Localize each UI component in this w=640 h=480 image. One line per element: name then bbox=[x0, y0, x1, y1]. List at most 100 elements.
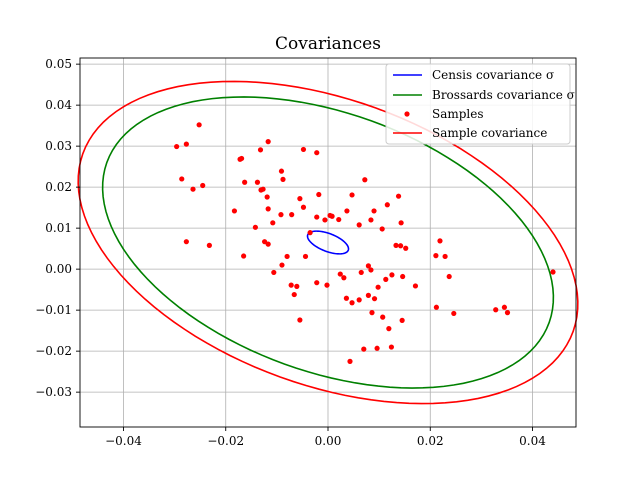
y-tick-label: 0.00 bbox=[45, 262, 72, 276]
sample-point bbox=[393, 242, 399, 248]
x-tick-label: 0.00 bbox=[315, 434, 342, 448]
sample-point bbox=[368, 217, 374, 223]
sample-point bbox=[349, 300, 355, 306]
legend-box bbox=[385, 63, 571, 145]
sample-point bbox=[383, 276, 389, 282]
sample-point bbox=[258, 187, 264, 193]
y-tick-label: 0.02 bbox=[45, 180, 72, 194]
sample-point bbox=[265, 206, 271, 212]
sample-point bbox=[300, 204, 307, 210]
sample-point bbox=[280, 176, 286, 182]
sample-point bbox=[399, 317, 405, 323]
sample-point bbox=[327, 212, 333, 219]
sample-point bbox=[361, 346, 367, 352]
sample-point bbox=[206, 242, 212, 248]
sample-point bbox=[257, 147, 264, 153]
sample-point bbox=[356, 222, 362, 228]
legend-marker-samples bbox=[404, 111, 410, 117]
sample-point bbox=[284, 253, 290, 260]
x-tick-label: −0.02 bbox=[207, 434, 244, 448]
sample-point bbox=[398, 220, 404, 226]
x-tick-label: 0.04 bbox=[519, 434, 546, 448]
sample-point bbox=[349, 192, 355, 198]
sample-point bbox=[374, 345, 380, 351]
sample-point bbox=[324, 282, 330, 288]
sample-point bbox=[368, 267, 374, 273]
axis-ticks: −0.04 −0.02 0.00 0.02 0.04 −0.03 −0.02 −0.01 0.0… bbox=[35, 57, 546, 448]
sample-point bbox=[242, 179, 248, 185]
sample-point bbox=[412, 283, 419, 289]
sample-point bbox=[278, 168, 285, 174]
sample-point bbox=[302, 253, 309, 260]
sample-point bbox=[294, 283, 300, 289]
sample-point bbox=[371, 296, 378, 302]
sample-point bbox=[504, 310, 511, 316]
sample-point bbox=[254, 179, 261, 185]
sample-point bbox=[446, 273, 452, 280]
sample-point bbox=[386, 326, 392, 332]
sample-point bbox=[403, 245, 409, 251]
sample-point bbox=[344, 208, 350, 214]
legend: Censis covariance σ Brossards covariance… bbox=[385, 63, 575, 145]
sample-point bbox=[297, 317, 303, 323]
sample-covariance-ellipse bbox=[77, 80, 579, 405]
sample-point bbox=[265, 241, 271, 247]
sample-point bbox=[291, 291, 297, 298]
sample-point bbox=[270, 220, 276, 226]
sample-point bbox=[550, 269, 556, 275]
x-tick-label: −0.04 bbox=[105, 434, 142, 448]
sample-point bbox=[347, 358, 353, 364]
x-tick-label: 0.02 bbox=[417, 434, 444, 448]
y-tick-label: 0.05 bbox=[45, 57, 72, 71]
sample-point bbox=[196, 122, 202, 128]
sample-point bbox=[252, 224, 258, 230]
sample-point bbox=[278, 212, 284, 218]
sample-point bbox=[362, 177, 368, 183]
sample-point bbox=[384, 202, 390, 208]
sample-point bbox=[264, 194, 270, 200]
sample-point bbox=[337, 271, 343, 277]
sample-point bbox=[316, 191, 322, 198]
sample-point bbox=[451, 310, 457, 317]
sample-point bbox=[314, 150, 320, 156]
y-tick-label: 0.04 bbox=[45, 98, 72, 112]
sample-point bbox=[341, 275, 347, 281]
sample-point bbox=[388, 344, 395, 350]
sample-point bbox=[501, 304, 508, 310]
sample-point bbox=[322, 217, 328, 223]
sample-point bbox=[297, 196, 303, 202]
y-tick-label: −0.03 bbox=[35, 385, 72, 399]
sample-point bbox=[190, 186, 196, 192]
sample-point bbox=[183, 239, 189, 245]
sample-point bbox=[241, 253, 247, 259]
sample-point bbox=[174, 143, 180, 150]
legend-label-censis: Censis covariance σ bbox=[432, 68, 554, 82]
legend-label-brossards: Brossards covariance σ bbox=[432, 88, 575, 102]
sample-point bbox=[265, 139, 271, 145]
sample-point bbox=[300, 146, 307, 153]
sample-point bbox=[238, 155, 245, 162]
sample-point bbox=[380, 314, 386, 320]
sample-point bbox=[358, 269, 364, 276]
sample-point bbox=[183, 141, 189, 147]
sample-point bbox=[442, 253, 448, 260]
sample-points bbox=[174, 122, 556, 364]
sample-point bbox=[314, 280, 320, 286]
sample-point bbox=[493, 307, 499, 313]
sample-point bbox=[179, 176, 185, 182]
y-tick-label: −0.02 bbox=[35, 344, 72, 358]
sample-point bbox=[336, 216, 342, 223]
sample-point bbox=[375, 284, 381, 290]
sample-point bbox=[379, 226, 385, 232]
sample-point bbox=[356, 297, 362, 303]
sample-point bbox=[433, 253, 439, 259]
chart-title: Covariances bbox=[275, 34, 381, 54]
sample-point bbox=[389, 272, 395, 278]
y-tick-label: 0.03 bbox=[45, 139, 72, 153]
sample-point bbox=[369, 310, 375, 316]
sample-point bbox=[279, 262, 285, 268]
sample-point bbox=[307, 230, 313, 236]
sample-point bbox=[371, 208, 377, 214]
sample-point bbox=[231, 208, 238, 214]
